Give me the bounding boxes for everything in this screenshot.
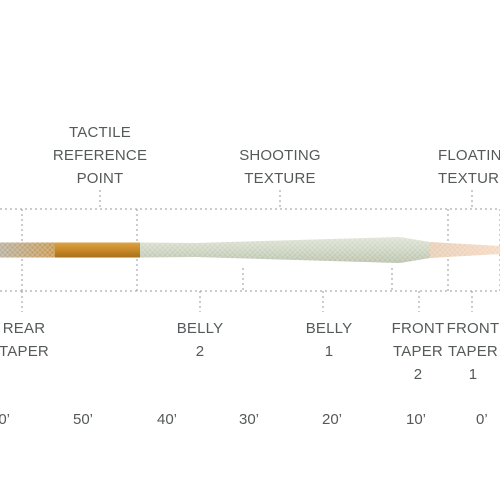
label-belly-1: BELLY 1 [299, 317, 359, 363]
running-section [55, 242, 140, 258]
line-texture [0, 237, 500, 263]
label-front-taper-2: FRONT TAPER 2 [390, 317, 446, 386]
label-line: 2 [195, 343, 205, 360]
label-line: TEXTURE [244, 170, 316, 187]
distance-tick: 10’ [405, 411, 427, 428]
distance-tick: 50’ [72, 411, 94, 428]
label-front-taper-1: FRONT TAPER 1 [446, 317, 500, 386]
label-belly-2: BELLY 2 [170, 317, 230, 363]
label-line: TAPER [448, 343, 498, 360]
label-line: TACTILE [69, 124, 131, 141]
label-line: 2 [413, 366, 423, 383]
label-line: POINT [76, 170, 124, 187]
distance-tick: 60’ [0, 411, 11, 428]
label-line: REAR [2, 320, 46, 337]
distance-tick: 20’ [321, 411, 343, 428]
label-line: TEXTURE [438, 170, 500, 187]
label-line: FRONT [446, 320, 500, 337]
label-line: BELLY [305, 320, 353, 337]
label-line: FLOATING [438, 147, 500, 164]
distance-tick: 0’ [476, 411, 488, 428]
distance-tick: 30’ [238, 411, 260, 428]
label-shooting-texture: SHOOTING TEXTURE [230, 144, 330, 190]
label-line: 1 [324, 343, 334, 360]
fly-line [0, 237, 500, 263]
label-tactile-reference-point: TACTILE REFERENCE POINT [50, 121, 150, 190]
distance-tick: 40’ [156, 411, 178, 428]
label-line: 1 [468, 366, 478, 383]
label-line: SHOOTING [239, 147, 321, 164]
label-line: FRONT [391, 320, 445, 337]
label-line: TAPER [0, 343, 49, 360]
label-line: REFERENCE [52, 147, 148, 164]
label-floating-texture: FLOATING TEXTURE [438, 144, 500, 190]
label-line: TAPER [393, 343, 443, 360]
label-rear-taper: REAR TAPER [0, 317, 52, 363]
label-line: BELLY [176, 320, 224, 337]
